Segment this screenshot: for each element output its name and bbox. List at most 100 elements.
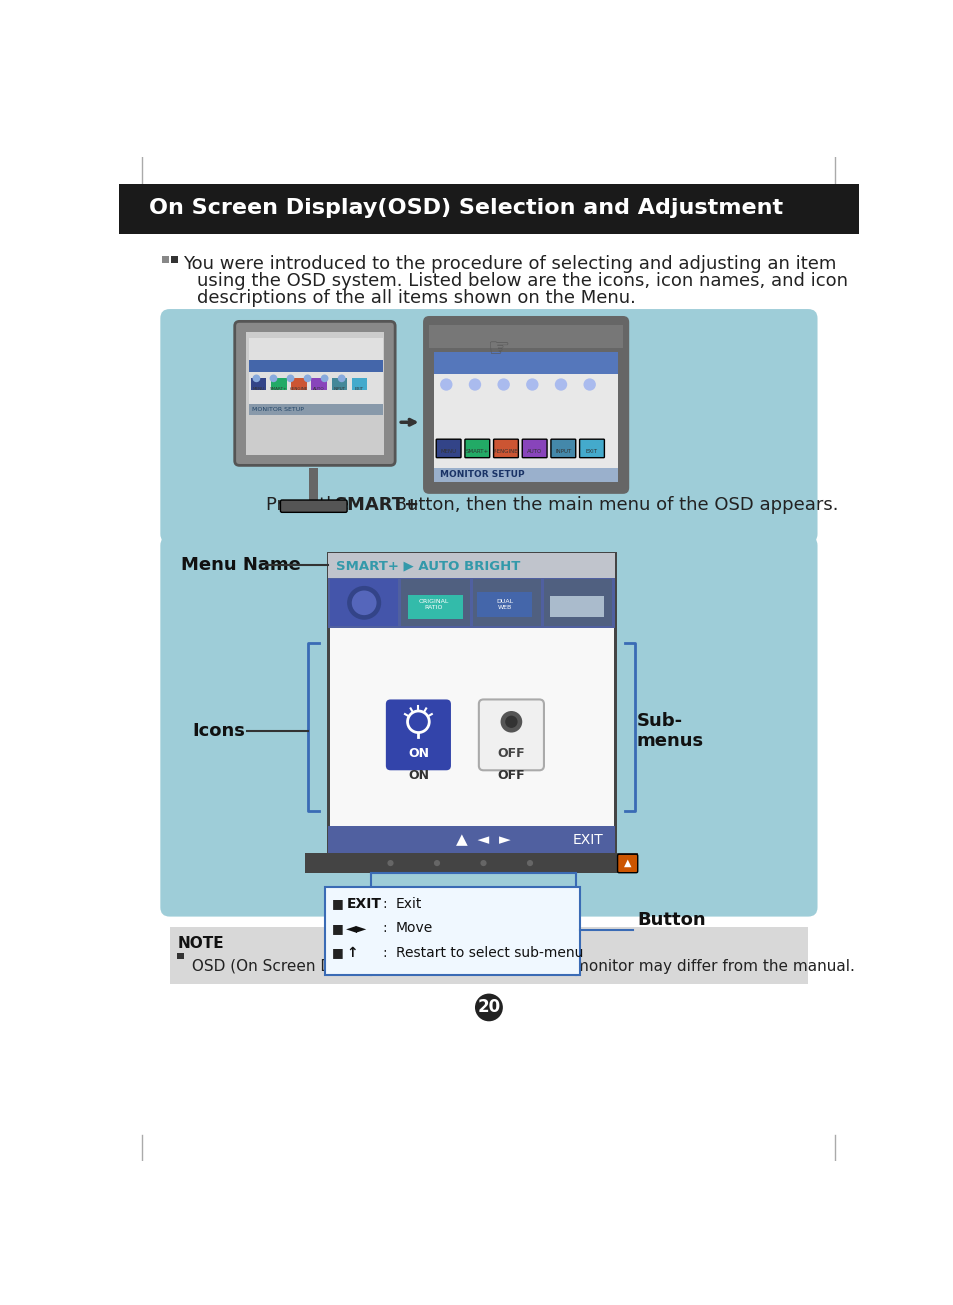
- Circle shape: [525, 378, 537, 390]
- Text: ■: ■: [332, 897, 344, 910]
- Circle shape: [434, 860, 439, 867]
- FancyBboxPatch shape: [617, 855, 637, 873]
- Bar: [434, 467, 618, 482]
- Bar: [245, 333, 384, 454]
- FancyBboxPatch shape: [436, 440, 460, 458]
- FancyBboxPatch shape: [464, 440, 489, 458]
- FancyBboxPatch shape: [160, 536, 817, 916]
- Text: f-ENGINE: f-ENGINE: [493, 449, 517, 454]
- Text: Press the: Press the: [266, 496, 355, 514]
- Text: AUTO: AUTO: [313, 386, 325, 390]
- Bar: [434, 355, 618, 482]
- Text: On Screen Display(OSD) Selection and Adjustment: On Screen Display(OSD) Selection and Adj…: [149, 198, 782, 218]
- Circle shape: [286, 375, 294, 382]
- FancyBboxPatch shape: [160, 309, 817, 543]
- Text: MONITOR SETUP: MONITOR SETUP: [252, 407, 303, 411]
- Text: OFF: OFF: [497, 746, 525, 760]
- Text: You were introduced to the procedure of selecting and adjusting an item: You were introduced to the procedure of …: [183, 256, 835, 273]
- Text: ☞: ☞: [487, 338, 510, 361]
- Text: ■: ■: [332, 946, 344, 959]
- Bar: [309, 468, 318, 506]
- Circle shape: [526, 860, 533, 867]
- Text: ■: ■: [332, 921, 344, 934]
- Bar: [249, 403, 382, 415]
- Bar: [543, 579, 612, 626]
- Bar: [401, 579, 469, 626]
- Text: ON: ON: [408, 769, 429, 782]
- Bar: [328, 553, 615, 853]
- Text: Menu Name: Menu Name: [181, 556, 301, 574]
- FancyBboxPatch shape: [385, 699, 451, 770]
- Bar: [476, 592, 531, 617]
- Text: EXIT: EXIT: [355, 386, 364, 390]
- Bar: [407, 595, 463, 619]
- Bar: [271, 377, 286, 390]
- Circle shape: [480, 860, 486, 867]
- Bar: [429, 325, 622, 348]
- Circle shape: [347, 586, 381, 620]
- FancyBboxPatch shape: [493, 440, 517, 458]
- Text: :: :: [382, 946, 387, 959]
- Circle shape: [555, 378, 567, 390]
- Text: EXIT: EXIT: [572, 833, 602, 847]
- Circle shape: [468, 378, 480, 390]
- Text: ON: ON: [408, 746, 429, 760]
- Text: Icons: Icons: [193, 722, 246, 740]
- Text: SMART+: SMART+: [465, 449, 488, 454]
- Text: ↑: ↑: [346, 946, 357, 959]
- Text: DUAL
WEB: DUAL WEB: [497, 599, 514, 609]
- Text: MENU: MENU: [253, 386, 265, 390]
- Bar: [352, 377, 367, 390]
- Text: SMART+: SMART+: [335, 496, 419, 514]
- Bar: [328, 826, 615, 853]
- Text: SMART+ ▶ AUTO BRIGHT: SMART+ ▶ AUTO BRIGHT: [335, 559, 520, 572]
- Circle shape: [583, 378, 596, 390]
- FancyBboxPatch shape: [280, 500, 347, 513]
- Text: f-ENGINE: f-ENGINE: [290, 386, 308, 390]
- Bar: [328, 578, 615, 628]
- FancyBboxPatch shape: [478, 699, 543, 770]
- FancyBboxPatch shape: [579, 440, 604, 458]
- Circle shape: [352, 590, 376, 615]
- Bar: [251, 377, 266, 390]
- Bar: [162, 256, 169, 262]
- Circle shape: [497, 378, 509, 390]
- Text: Button
Tip: Button Tip: [637, 911, 705, 950]
- Circle shape: [337, 375, 345, 382]
- Text: 20: 20: [476, 998, 500, 1017]
- Text: AUTO: AUTO: [526, 449, 541, 454]
- Text: OFF: OFF: [497, 769, 525, 782]
- Text: ▲: ▲: [623, 859, 631, 868]
- Text: using the OSD system. Listed below are the icons, icon names, and icon: using the OSD system. Listed below are t…: [196, 273, 847, 290]
- Circle shape: [500, 711, 521, 732]
- Text: Move: Move: [395, 921, 433, 936]
- Text: EXIT: EXIT: [585, 449, 598, 454]
- Bar: [305, 853, 638, 873]
- Bar: [311, 377, 327, 390]
- Text: SMART+: SMART+: [270, 386, 288, 390]
- Text: :: :: [382, 921, 387, 936]
- Bar: [177, 953, 183, 959]
- Text: NOTE: NOTE: [177, 936, 224, 951]
- FancyBboxPatch shape: [324, 886, 579, 975]
- Bar: [249, 360, 382, 372]
- FancyBboxPatch shape: [234, 321, 395, 466]
- Bar: [330, 579, 397, 626]
- Text: Sub-
menus: Sub- menus: [637, 711, 703, 750]
- Text: INPUT: INPUT: [333, 386, 345, 390]
- Circle shape: [475, 993, 502, 1022]
- FancyBboxPatch shape: [550, 440, 575, 458]
- Text: INPUT: INPUT: [555, 449, 571, 454]
- Bar: [119, 184, 858, 234]
- Text: MONITOR SETUP: MONITOR SETUP: [439, 470, 524, 479]
- Circle shape: [439, 378, 452, 390]
- Circle shape: [270, 375, 277, 382]
- Bar: [434, 352, 618, 373]
- Circle shape: [253, 375, 260, 382]
- Circle shape: [387, 860, 394, 867]
- Text: ◄►: ◄►: [346, 921, 367, 936]
- Text: descriptions of the all items shown on the Menu.: descriptions of the all items shown on t…: [196, 288, 635, 307]
- Bar: [249, 338, 382, 415]
- Bar: [472, 579, 540, 626]
- Text: Restart to select sub-menu: Restart to select sub-menu: [395, 946, 582, 959]
